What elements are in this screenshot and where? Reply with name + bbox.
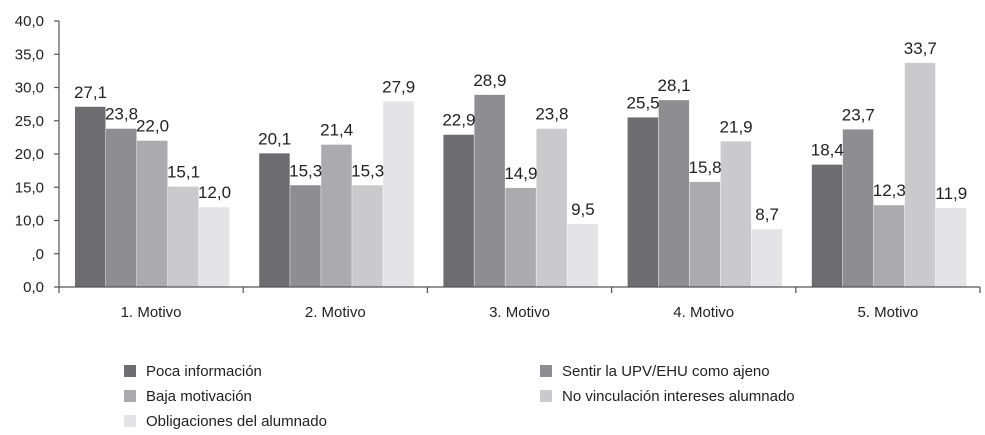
- bar-2-3: [474, 94, 505, 287]
- data-label-4-5: 33,7: [904, 39, 937, 58]
- x-category-label-1: 1. Motivo: [121, 304, 182, 321]
- bar-2-4: [658, 100, 690, 287]
- data-label-5-3: 9,5: [571, 200, 595, 219]
- bar-2-1: [106, 128, 137, 287]
- data-label-4-2: 15,3: [351, 161, 384, 180]
- y-tick-label: 20,0: [15, 146, 44, 163]
- y-tick-label: 30,0: [15, 80, 44, 97]
- bar-3-5: [873, 205, 905, 287]
- legend-item-5: Obligaciones del alumnado: [124, 413, 327, 430]
- data-label-2-2: 15,3: [289, 161, 322, 180]
- data-label-1-4: 25,5: [627, 93, 660, 112]
- y-tick-label: 35,0: [15, 46, 44, 63]
- bar-4-5: [904, 62, 936, 287]
- bar-5-4: [751, 229, 783, 287]
- data-label-3-2: 21,4: [320, 121, 353, 140]
- data-label-2-1: 23,8: [105, 105, 138, 124]
- bar-2-5: [842, 129, 874, 287]
- bar-5-2: [383, 101, 414, 287]
- bar-3-3: [505, 187, 536, 287]
- x-category-label-2: 2. Motivo: [305, 304, 366, 321]
- legend-swatch: [124, 365, 136, 377]
- bar-3-2: [321, 144, 352, 287]
- data-label-2-4: 28,1: [658, 76, 691, 95]
- y-tick-label: 25,0: [15, 113, 44, 130]
- bar-2-2: [290, 185, 321, 287]
- legend-label: No vinculación intereses alumnado: [562, 388, 795, 405]
- data-label-3-1: 22,0: [136, 117, 169, 136]
- data-label-5-4: 8,7: [755, 205, 779, 224]
- legend-swatch: [540, 390, 552, 402]
- bar-3-1: [137, 140, 168, 287]
- data-label-4-4: 21,9: [720, 117, 753, 136]
- data-label-3-3: 14,9: [504, 164, 537, 183]
- bar-4-2: [352, 185, 383, 287]
- y-tick-label: 0,0: [23, 279, 44, 296]
- bar-5-3: [567, 223, 598, 287]
- legend-swatch: [124, 415, 136, 427]
- data-label-1-1: 27,1: [74, 83, 107, 102]
- bar-1-5: [811, 164, 843, 287]
- data-label-5-5: 11,9: [935, 184, 967, 203]
- bar-3-4: [689, 181, 721, 287]
- legend-label: Baja motivación: [146, 388, 252, 405]
- bar-1-1: [75, 106, 106, 287]
- bar-1-2: [259, 153, 290, 287]
- bar-4-4: [720, 141, 752, 287]
- data-label-1-5: 18,4: [811, 141, 844, 160]
- data-label-4-3: 23,8: [535, 105, 568, 124]
- legend-item-3: Baja motivación: [124, 388, 252, 405]
- x-category-label-3: 3. Motivo: [489, 304, 550, 321]
- bar-5-1: [199, 207, 230, 287]
- legend-swatch: [540, 365, 552, 377]
- data-label-1-3: 22,9: [442, 111, 475, 130]
- legend-item-1: Poca información: [124, 363, 262, 380]
- y-tick-label: 40,0: [15, 13, 44, 30]
- legend-label: Sentir la UPV/EHU como ajeno: [562, 363, 770, 380]
- bar-1-3: [443, 134, 474, 287]
- legend-item-4: No vinculación intereses alumnado: [540, 388, 795, 405]
- y-tick-label: ,0: [31, 246, 44, 263]
- data-label-3-5: 12,3: [873, 181, 906, 200]
- bar-4-3: [536, 128, 567, 287]
- data-label-2-5: 23,7: [842, 105, 875, 124]
- data-label-5-1: 12,0: [198, 183, 231, 202]
- bar-1-4: [627, 117, 659, 287]
- bar-4-1: [168, 186, 199, 287]
- legend-label: Obligaciones del alumnado: [146, 413, 327, 430]
- data-label-1-2: 20,1: [258, 129, 291, 148]
- legend-item-2: Sentir la UPV/EHU como ajeno: [540, 363, 770, 380]
- data-label-4-1: 15,1: [167, 163, 200, 182]
- y-tick-label: 10,0: [15, 213, 44, 230]
- y-tick-label: 15,0: [15, 179, 44, 196]
- data-label-5-2: 27,9: [382, 77, 415, 96]
- x-category-label-4: 4. Motivo: [673, 304, 734, 321]
- data-label-3-4: 15,8: [689, 158, 722, 177]
- x-category-label-5: 5. Motivo: [857, 304, 918, 321]
- legend-label: Poca información: [146, 363, 262, 380]
- bar-5-5: [935, 207, 967, 287]
- legend-swatch: [124, 390, 136, 402]
- data-label-2-3: 28,9: [473, 71, 506, 90]
